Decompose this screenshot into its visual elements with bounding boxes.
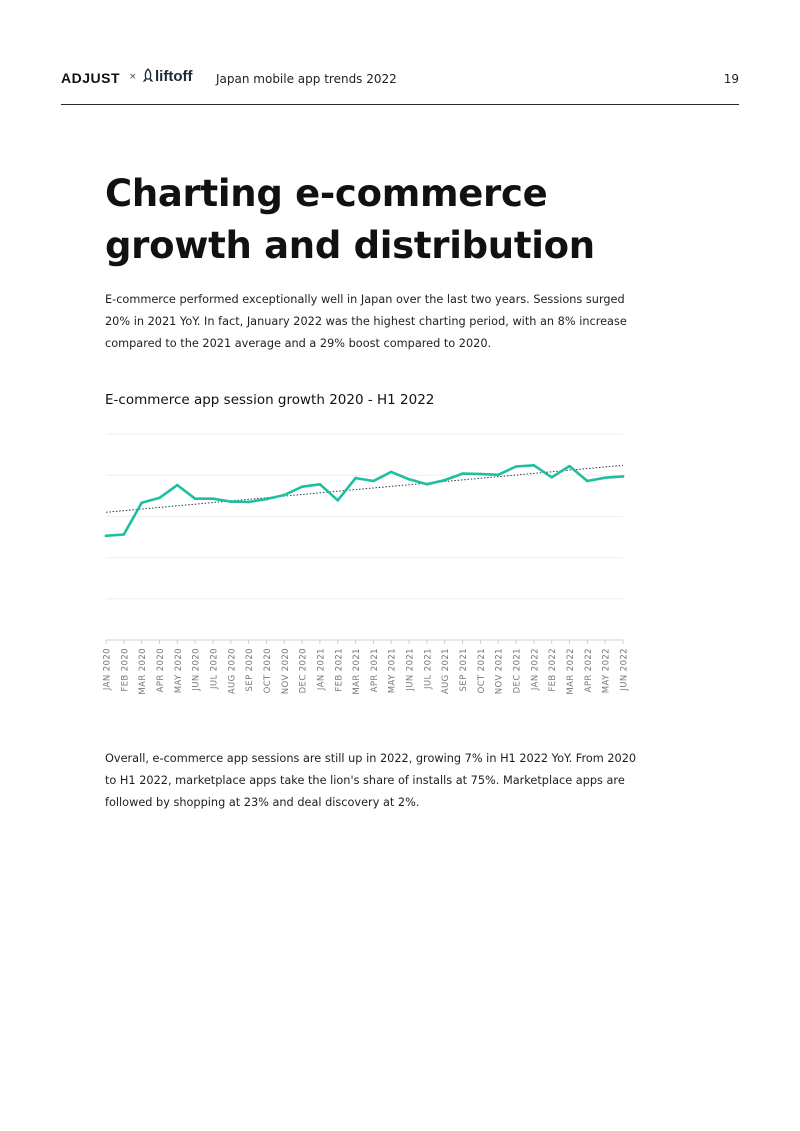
data-point — [461, 472, 464, 475]
outro-paragraph: Overall, e-commerce app sessions are sti… — [105, 752, 637, 809]
liftoff-logo: liftoff — [142, 68, 193, 85]
series-line — [104, 463, 625, 538]
adjust-logo: ADJUST — [61, 70, 121, 86]
data-point — [176, 483, 179, 487]
x-tick-label: APR 2020 — [156, 648, 166, 692]
x-tick-label: MAR 2020 — [138, 648, 148, 695]
data-point — [389, 470, 393, 474]
data-point — [247, 500, 250, 504]
x-tick-label: MAR 2022 — [566, 648, 576, 695]
data-point — [229, 500, 233, 503]
x-tick-label: JUN 2022 — [620, 648, 630, 692]
data-point — [496, 473, 500, 477]
data-point — [211, 497, 215, 500]
data-point — [479, 472, 482, 476]
x-tick-label: JAN 2021 — [316, 648, 326, 691]
x-tick-label: FEB 2020 — [120, 648, 130, 692]
trend-line — [105, 464, 624, 513]
intro-paragraph: E-commerce performed exceptionally well … — [105, 293, 627, 350]
brand-separator: × — [129, 72, 137, 82]
data-point — [621, 475, 625, 478]
x-tick-label: FEB 2022 — [548, 648, 558, 692]
data-point — [158, 496, 161, 500]
x-tick-label: NOV 2020 — [281, 648, 291, 694]
x-tick-label: OCT 2020 — [263, 648, 273, 693]
x-tick-label: NOV 2021 — [495, 648, 505, 694]
data-point — [193, 497, 197, 500]
data-point — [336, 499, 340, 502]
data-point — [550, 475, 553, 479]
data-point — [122, 533, 126, 536]
x-tick-label: DEC 2020 — [299, 648, 309, 693]
rocket-icon — [142, 68, 154, 82]
data-point — [514, 465, 518, 468]
session-growth-chart: JAN 2020 FEB 2020 MAR 2020 APR 2020 MAY 2020… — [103, 433, 630, 695]
x-tick-label: SEP 2020 — [245, 648, 255, 691]
liftoff-wordmark: liftoff — [155, 68, 193, 85]
x-tick-label: JUL 2021 — [423, 648, 433, 690]
x-tick-label: JAN 2020 — [103, 648, 113, 691]
data-point — [265, 497, 268, 501]
x-tick-label: AUG 2021 — [441, 648, 451, 694]
data-point — [586, 479, 589, 483]
x-tick-label: JUN 2020 — [192, 648, 202, 692]
data-point — [318, 482, 322, 486]
x-tick-label: MAY 2020 — [174, 648, 184, 693]
x-tick-label: OCT 2021 — [477, 648, 487, 693]
data-point — [300, 485, 304, 489]
x-tick-label: MAY 2022 — [602, 648, 612, 693]
x-tick-label: JAN 2022 — [530, 648, 540, 691]
page-number: 19 — [723, 72, 739, 86]
page-header: ADJUST × liftoff Japan mobile app trends… — [61, 64, 739, 105]
data-point — [354, 476, 357, 480]
data-point — [372, 479, 375, 483]
x-tick-label: JUN 2021 — [406, 648, 416, 692]
x-tick-label: SEP 2021 — [459, 648, 469, 691]
x-tick-label: DEC 2021 — [513, 648, 523, 693]
data-point — [603, 476, 607, 479]
data-point — [443, 478, 447, 482]
x-tick-label: MAY 2021 — [388, 648, 398, 693]
data-point — [282, 493, 286, 497]
x-tick-label: APR 2021 — [370, 648, 380, 692]
x-tick-label: APR 2022 — [584, 648, 594, 692]
data-point — [140, 501, 143, 505]
data-point — [532, 464, 536, 467]
x-tick-label: JUL 2020 — [209, 648, 219, 690]
data-point — [425, 482, 429, 486]
chart-heading: E-commerce app session growth 2020 - H1 … — [105, 392, 435, 408]
report-title: Japan mobile app trends 2022 — [216, 72, 397, 86]
data-point — [104, 534, 108, 538]
data-point — [568, 464, 571, 468]
data-point — [407, 478, 411, 481]
page-title: Charting e-commerce growth and distribut… — [105, 172, 595, 267]
x-tick-label: AUG 2020 — [227, 648, 237, 694]
x-tick-label: FEB 2021 — [334, 648, 344, 692]
x-tick-label: MAR 2021 — [352, 648, 362, 695]
